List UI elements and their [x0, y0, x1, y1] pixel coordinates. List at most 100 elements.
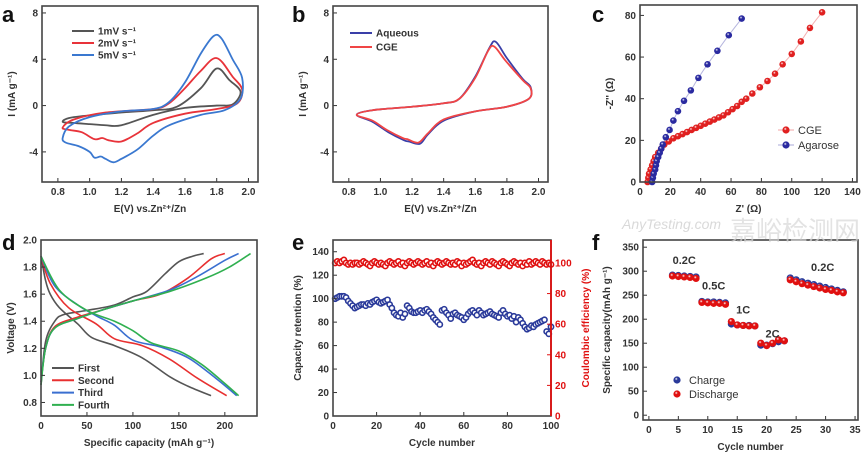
data-point — [662, 133, 670, 141]
y-tick-label: 0 — [323, 101, 329, 112]
y-tick-label: 120 — [312, 271, 329, 282]
series-agarose — [648, 15, 745, 186]
legend-label: Agarose — [798, 140, 839, 152]
rate-label: 0.2C — [673, 255, 696, 267]
data-point — [745, 322, 753, 330]
data-point — [827, 286, 836, 294]
panel-label: f — [592, 230, 600, 255]
x-tick-label: 0.8 — [51, 187, 65, 198]
legend-item: Charge — [673, 375, 725, 387]
y-tick-label: 1.8 — [23, 263, 37, 274]
legend-label: 5mV s⁻¹ — [98, 51, 137, 62]
y-tick-label: 1.4 — [23, 317, 37, 328]
data-point — [436, 321, 444, 328]
x-tick-label: 100 — [783, 187, 800, 198]
legend-item: Aqueous — [350, 29, 419, 40]
x-axis-label: Specific capacity (mAh g⁻¹) — [84, 438, 214, 449]
series-series-1 — [331, 256, 555, 270]
data-point — [792, 278, 800, 286]
data-point — [725, 31, 733, 39]
data-point — [797, 38, 805, 45]
y-tick-label: 0 — [323, 412, 329, 423]
plot-frame — [332, 5, 549, 183]
legend-item: Agarose — [778, 140, 839, 152]
y-tick-label: 80 — [318, 318, 330, 329]
legend-item: Second — [52, 376, 114, 387]
y-tick-label: 60 — [625, 53, 637, 64]
panel-label: d — [2, 230, 15, 255]
data-point — [779, 61, 786, 68]
y-tick-label: 2.0 — [23, 236, 37, 247]
y-tick-label: -4 — [29, 147, 38, 158]
legend-label: First — [78, 364, 100, 375]
y-tick-label: 150 — [622, 339, 639, 350]
data-point — [764, 77, 771, 85]
x-tick-label: 1.0 — [83, 187, 97, 198]
x-tick-label: 0 — [330, 421, 336, 432]
legend-label: Second — [78, 376, 114, 387]
legend-item: First — [52, 364, 100, 375]
legend-swatch — [782, 126, 790, 134]
data-point — [687, 87, 695, 94]
legend-item: CGE — [350, 43, 398, 54]
data-point — [698, 298, 706, 306]
y-tick-label: 0 — [32, 101, 38, 112]
y-tick-label: 0 — [633, 411, 639, 422]
panel-c: c 0 20 40 60 80 100 120 140 0 20 40 60 80 Z' (Ω) -Z'' (… — [592, 2, 861, 215]
y-right-tick-label: 60 — [555, 320, 567, 331]
data-point — [757, 339, 765, 347]
data-point — [806, 24, 814, 32]
y-axis-label: Capacity retention (%) — [293, 275, 304, 381]
y-tick-label: 4 — [32, 55, 38, 66]
data-point — [695, 74, 702, 82]
legend-swatch — [673, 390, 681, 398]
x-axis-label: E(V) vs.Zn²⁺/Zn — [404, 204, 477, 215]
y-axis-label: I (mA g⁻¹) — [298, 71, 309, 116]
plot-frame — [41, 5, 259, 183]
panel-d: d 0 50 100 150 200 0.8 1.0 1.2 1.4 1.6 1.8 2.0 Specif… — [2, 230, 258, 449]
x-tick-label: 5 — [676, 425, 682, 436]
y-tick-label: 250 — [622, 291, 639, 302]
plot-area — [40, 252, 251, 397]
x-tick-label: 1.2 — [114, 187, 128, 198]
y-right-tick-label: 100 — [555, 258, 572, 269]
data-point — [401, 310, 409, 318]
x-tick-label: 1.4 — [437, 187, 451, 198]
x-tick-label: 10 — [702, 425, 714, 436]
legend-item: Third — [52, 388, 103, 399]
x-axis-label: Cycle number — [717, 442, 783, 453]
data-point — [670, 117, 677, 124]
data-point — [751, 322, 759, 330]
y-tick-label: 20 — [318, 388, 330, 399]
y-tick-label: 1.0 — [23, 371, 37, 382]
cv-curve — [355, 44, 533, 144]
y-tick-label: 100 — [622, 363, 639, 374]
x-tick-label: 1.6 — [468, 187, 482, 198]
y-tick-label: 0 — [630, 178, 636, 189]
y-tick-label: 8 — [32, 8, 38, 19]
series-series-0 — [331, 292, 555, 338]
x-tick-label: 50 — [81, 421, 93, 432]
rate-label: 2C — [766, 328, 780, 340]
plot-area — [668, 271, 847, 350]
rate-label: 1C — [736, 304, 750, 316]
data-point — [739, 321, 747, 330]
y-tick-label: 200 — [622, 315, 639, 326]
y-axis-label: Specific capacity(mAh g⁻¹) — [602, 266, 613, 394]
x-tick-label: 200 — [216, 421, 233, 432]
data-point — [833, 288, 841, 296]
y-tick-label: 50 — [628, 387, 640, 398]
data-point — [822, 285, 830, 294]
series-1mv-s- — [61, 67, 242, 127]
discharge-curve — [40, 255, 228, 397]
legend-swatch — [782, 141, 790, 149]
x-tick-label: 100 — [543, 421, 560, 432]
x-tick-label: 20 — [665, 187, 677, 198]
data-point — [748, 90, 756, 97]
y-tick-label: 4 — [323, 55, 329, 66]
x-tick-label: 60 — [458, 421, 470, 432]
x-tick-label: 80 — [756, 187, 768, 198]
watermark-text: 嘉峪检测网 — [730, 216, 860, 246]
x-tick-label: 1.4 — [146, 187, 160, 198]
y-tick-label: 100 — [312, 294, 329, 305]
